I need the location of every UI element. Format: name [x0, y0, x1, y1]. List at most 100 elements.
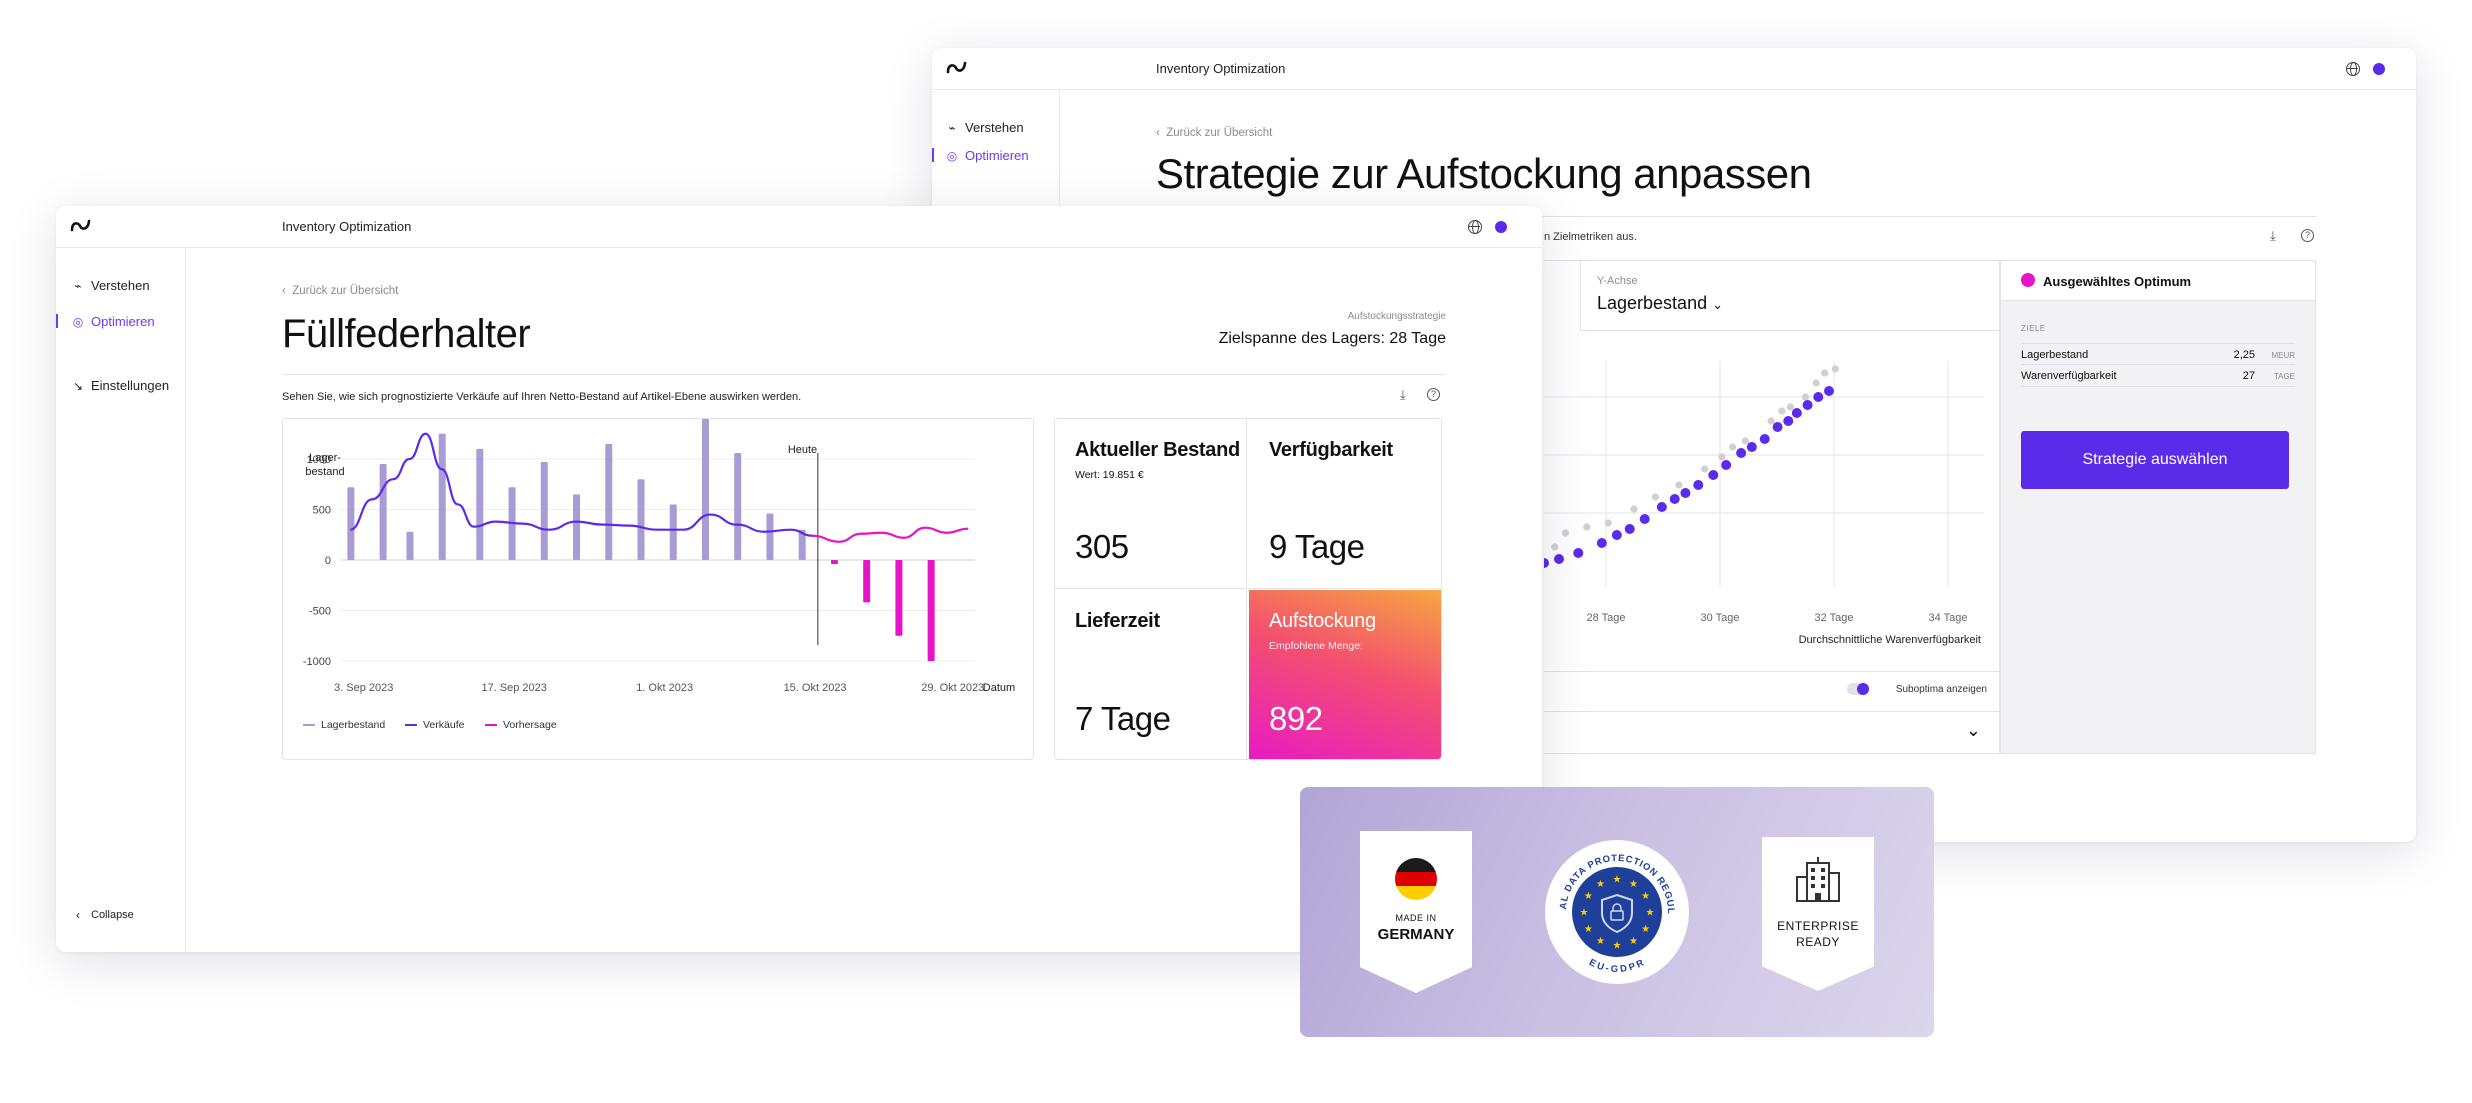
- nav-item-optimieren[interactable]: ◎ Optimieren: [72, 314, 155, 329]
- suboptima-toggle[interactable]: [1847, 683, 1869, 695]
- scatter-point: [1596, 538, 1607, 548]
- eu-gdpr-seal-icon: GENERAL DATA PROTECTION REGULATION EU-GD…: [1542, 837, 1689, 984]
- nav-item-verstehen[interactable]: ⌁ Verstehen: [946, 120, 1023, 135]
- eu-star-icon: ★: [1584, 924, 1593, 935]
- nav-label: Optimieren: [91, 314, 155, 329]
- kpi-title: Aufstockung: [1269, 610, 1376, 632]
- legend-lagerbestand: Lagerbestand: [303, 719, 385, 731]
- back-link[interactable]: ‹ Zurück zur Übersicht: [1156, 127, 1273, 139]
- optimum-header: Ausgewähltes Optimum: [2001, 261, 2315, 301]
- page-title: Strategie zur Aufstockung anpassen: [1156, 150, 1812, 197]
- metric-value: 27: [2242, 370, 2255, 382]
- x-tick-label: 1. Okt 2023: [636, 682, 693, 694]
- eu-star-icon: ★: [1613, 941, 1622, 952]
- scatter-plot[interactable]: 28 Tage 30 Tage 32 Tage 34 Tage: [1544, 341, 2000, 641]
- title-divider: [282, 374, 1446, 375]
- building-icon: [1796, 857, 1840, 902]
- nav-label: Einstellungen: [91, 378, 170, 393]
- y-axis-label: bestand: [305, 466, 344, 478]
- scatter-point: [1721, 460, 1732, 470]
- inventory-chart[interactable]: 1000 500 0 -500 -1000 Lager-bestand 3. Sep 202…: [283, 419, 1033, 709]
- select-strategy-button[interactable]: Strategie auswählen: [2021, 431, 2289, 489]
- badge-label-top: MADE IN: [1395, 913, 1437, 923]
- eu-star-icon: ★: [1596, 936, 1605, 947]
- app-logo-icon[interactable]: [946, 61, 968, 75]
- metric-row: Warenverfügbarkeit 27 TAGE: [2021, 365, 2295, 387]
- legend-vorhersage: Vorhersage: [485, 719, 557, 731]
- badge-label-bottom: READY: [1796, 935, 1840, 949]
- settings-icon: ↘: [72, 378, 84, 393]
- scatter-point-suboptimal: [1812, 379, 1820, 387]
- scatter-point: [1746, 442, 1757, 452]
- y-tick-label: 0: [325, 555, 331, 567]
- scatter-point: [1791, 408, 1802, 418]
- bar-lagerbestand: [701, 419, 709, 560]
- nav-item-optimieren[interactable]: ◎ Optimieren: [946, 148, 1029, 163]
- scatter-point: [1693, 480, 1704, 490]
- target-icon: ◎: [946, 148, 958, 163]
- pulse-icon: ⌁: [948, 120, 956, 135]
- kpi-aufstockung[interactable]: Aufstockung Empfohlene Menge: 892: [1249, 590, 1441, 759]
- strategy-value: Zielspanne des Lagers: 28 Tage: [1218, 330, 1446, 347]
- eu-star-icon: ★: [1584, 891, 1593, 902]
- user-avatar[interactable]: [1495, 221, 1507, 233]
- help-icon[interactable]: ?: [1427, 388, 1440, 401]
- back-topbar: Inventory Optimization: [932, 48, 2416, 90]
- back-link[interactable]: ‹ Zurück zur Übersicht: [282, 285, 399, 297]
- collapse-button[interactable]: ‹ Collapse: [72, 908, 134, 922]
- nav-item-verstehen[interactable]: ⌁ Verstehen: [72, 278, 150, 293]
- badge-label-bottom: GERMANY: [1377, 926, 1455, 943]
- y-tick-label: -500: [309, 606, 331, 618]
- download-icon[interactable]: ⤓: [1400, 387, 1406, 402]
- y-axis-selector[interactable]: Y-Achse Lagerbestand ⌄: [1580, 261, 2000, 331]
- eu-star-icon: ★: [1641, 891, 1650, 902]
- kpi-value: 305: [1075, 528, 1129, 565]
- scatter-point: [1656, 502, 1667, 512]
- bar-lagerbestand: [734, 452, 742, 560]
- title-divider: [1156, 216, 2316, 217]
- x-tick-label: 17. Sep 2023: [481, 682, 546, 694]
- eu-star-icon: ★: [1646, 908, 1655, 919]
- germany-flag-icon: [1395, 858, 1437, 900]
- globe-icon[interactable]: [2346, 62, 2360, 76]
- scatter-point-suboptimal: [1604, 519, 1612, 527]
- bar-vorhersage: [830, 560, 838, 565]
- scatter-point-suboptimal: [1630, 505, 1638, 513]
- front-topbar: Inventory Optimization: [56, 206, 1542, 248]
- user-avatar[interactable]: [2373, 63, 2385, 75]
- metric-unit: MEUR: [2271, 351, 2295, 360]
- y-axis-value[interactable]: Lagerbestand ⌄: [1597, 293, 1724, 313]
- scatter-point-suboptimal: [1675, 481, 1683, 489]
- scatter-point-suboptimal: [1583, 523, 1591, 531]
- bar-lagerbestand: [766, 513, 774, 560]
- app-logo-icon[interactable]: [70, 219, 92, 233]
- kpi-value: 892: [1269, 700, 1323, 737]
- kpi-value: 9 Tage: [1269, 528, 1365, 565]
- scatter-point: [1554, 554, 1564, 564]
- scatter-point-suboptimal: [1551, 543, 1559, 551]
- scatter-point-suboptimal: [1801, 393, 1810, 401]
- scatter-point-suboptimal: [1728, 443, 1737, 451]
- help-icon[interactable]: ?: [2301, 229, 2314, 242]
- download-icon[interactable]: ⤓: [2270, 228, 2276, 243]
- optimum-panel: Ausgewähltes Optimum ZIELE Lagerbestand …: [2000, 260, 2316, 754]
- scatter-point: [1624, 524, 1635, 534]
- y-tick-label: -1000: [303, 656, 331, 668]
- trust-badges-panel: MADE IN GERMANY GENERAL DATA PROTECTION …: [1300, 787, 1934, 1037]
- nav-item-einstellungen[interactable]: ↘ Einstellungen: [72, 378, 169, 393]
- eu-star-icon: ★: [1629, 879, 1638, 890]
- made-in-germany-badge: MADE IN GERMANY: [1360, 831, 1472, 993]
- pulse-icon: ⌁: [74, 278, 82, 293]
- kpi-grid: Aktueller Bestand Wert: 19.851 € 305 Ver…: [1054, 418, 1442, 760]
- scatter-point: [1813, 392, 1824, 402]
- kpi-subtitle: Wert: 19.851 €: [1075, 469, 1144, 481]
- x-axis-label: Datum: [983, 682, 1015, 694]
- today-label: Heute: [788, 444, 817, 456]
- front-window: Inventory Optimization ⌁ Verstehen ◎ Optim…: [56, 206, 1542, 952]
- expand-row[interactable]: ⌄: [1544, 712, 2000, 754]
- y-axis-label: Lager-: [309, 452, 341, 464]
- app-title: Inventory Optimization: [282, 219, 412, 234]
- globe-icon[interactable]: [1468, 220, 1482, 234]
- nav-label: Verstehen: [91, 278, 150, 293]
- bar-lagerbestand: [637, 479, 645, 560]
